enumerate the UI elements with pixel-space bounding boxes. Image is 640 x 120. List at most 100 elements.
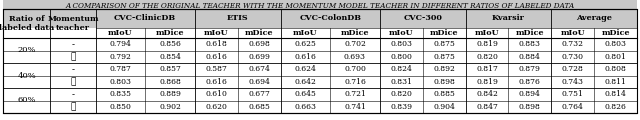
Text: 0.625: 0.625 xyxy=(294,40,316,48)
Text: mIoU: mIoU xyxy=(389,29,413,37)
Text: 0.764: 0.764 xyxy=(562,103,584,111)
Bar xyxy=(3,9,637,113)
Text: CVC-300: CVC-300 xyxy=(403,15,442,23)
Text: 0.824: 0.824 xyxy=(390,65,412,73)
Text: 0.883: 0.883 xyxy=(519,40,541,48)
Text: 0.677: 0.677 xyxy=(248,90,270,98)
Text: 0.803: 0.803 xyxy=(109,78,131,86)
Text: 0.699: 0.699 xyxy=(248,53,270,61)
Text: 0.674: 0.674 xyxy=(248,65,270,73)
Text: 0.587: 0.587 xyxy=(205,65,227,73)
Text: CVC-ColonDB: CVC-ColonDB xyxy=(299,15,361,23)
Text: ETIS: ETIS xyxy=(227,15,248,23)
Text: 0.685: 0.685 xyxy=(248,103,270,111)
Text: 0.743: 0.743 xyxy=(562,78,584,86)
Text: -: - xyxy=(72,90,74,99)
Text: 0.814: 0.814 xyxy=(605,90,627,98)
Text: 0.876: 0.876 xyxy=(519,78,541,86)
Text: mDice: mDice xyxy=(602,29,630,37)
Text: 0.826: 0.826 xyxy=(605,103,627,111)
Text: 0.732: 0.732 xyxy=(562,40,584,48)
Text: 0.819: 0.819 xyxy=(476,40,498,48)
Text: 0.698: 0.698 xyxy=(248,40,270,48)
Text: -: - xyxy=(72,40,74,49)
Text: 0.694: 0.694 xyxy=(248,78,270,86)
Text: 0.902: 0.902 xyxy=(159,103,181,111)
Text: 0.875: 0.875 xyxy=(433,40,455,48)
Text: 0.741: 0.741 xyxy=(344,103,366,111)
Text: mIoU: mIoU xyxy=(561,29,585,37)
Text: 0.811: 0.811 xyxy=(605,78,627,86)
Text: 0.721: 0.721 xyxy=(344,90,366,98)
Text: 0.663: 0.663 xyxy=(294,103,316,111)
Text: 0.879: 0.879 xyxy=(519,65,541,73)
Text: 0.803: 0.803 xyxy=(605,40,627,48)
Text: 0.620: 0.620 xyxy=(205,103,227,111)
Text: 0.898: 0.898 xyxy=(519,103,541,111)
Text: 0.875: 0.875 xyxy=(433,53,455,61)
Text: 0.854: 0.854 xyxy=(159,53,181,61)
Text: Average: Average xyxy=(576,15,612,23)
Text: -: - xyxy=(72,65,74,74)
Text: 0.850: 0.850 xyxy=(109,103,131,111)
Text: ✓: ✓ xyxy=(70,102,76,111)
Text: 0.794: 0.794 xyxy=(109,40,131,48)
Text: 0.808: 0.808 xyxy=(605,65,627,73)
Text: CVC-ClinicDB: CVC-ClinicDB xyxy=(114,15,176,23)
Text: 0.730: 0.730 xyxy=(562,53,584,61)
Text: 0.885: 0.885 xyxy=(433,90,455,98)
Text: 0.787: 0.787 xyxy=(109,65,131,73)
Text: mIoU: mIoU xyxy=(293,29,317,37)
Text: 0.898: 0.898 xyxy=(433,78,455,86)
Bar xyxy=(3,0,637,28)
Text: 0.702: 0.702 xyxy=(344,40,366,48)
Text: 0.831: 0.831 xyxy=(390,78,412,86)
Text: 0.803: 0.803 xyxy=(390,40,412,48)
Text: 0.835: 0.835 xyxy=(109,90,131,98)
Text: 0.716: 0.716 xyxy=(344,78,366,86)
Text: 0.847: 0.847 xyxy=(476,103,498,111)
Text: 0.800: 0.800 xyxy=(390,53,412,61)
Text: mDice: mDice xyxy=(340,29,369,37)
Text: 0.624: 0.624 xyxy=(294,65,316,73)
Text: 0.751: 0.751 xyxy=(562,90,584,98)
Text: ✓: ✓ xyxy=(70,77,76,86)
Text: Momentum
teacher: Momentum teacher xyxy=(47,15,99,32)
Text: Kvarsir: Kvarsir xyxy=(492,15,525,23)
Text: 40%: 40% xyxy=(17,72,36,79)
Text: 0.642: 0.642 xyxy=(294,78,316,86)
Text: 0.616: 0.616 xyxy=(294,53,316,61)
Text: 0.820: 0.820 xyxy=(390,90,412,98)
Text: mIoU: mIoU xyxy=(475,29,499,37)
Text: 0.868: 0.868 xyxy=(159,78,181,86)
Text: 0.894: 0.894 xyxy=(519,90,541,98)
Text: 0.842: 0.842 xyxy=(476,90,498,98)
Text: 0.801: 0.801 xyxy=(605,53,627,61)
Text: mDice: mDice xyxy=(516,29,544,37)
Text: mDice: mDice xyxy=(245,29,273,37)
Text: mDice: mDice xyxy=(156,29,184,37)
Text: 0.645: 0.645 xyxy=(294,90,316,98)
Text: 0.618: 0.618 xyxy=(205,40,227,48)
Text: A COMPARISON OF THE ORIGINAL TEACHER WITH THE MOMENTUM MODEL TEACHER IN DIFFEREN: A COMPARISON OF THE ORIGINAL TEACHER WIT… xyxy=(65,2,575,10)
Text: 0.616: 0.616 xyxy=(205,78,227,86)
Text: mDice: mDice xyxy=(430,29,458,37)
Text: 0.817: 0.817 xyxy=(476,65,498,73)
Text: 0.889: 0.889 xyxy=(159,90,181,98)
Text: Ratio of
labeled data: Ratio of labeled data xyxy=(0,15,54,32)
Text: 20%: 20% xyxy=(17,46,36,54)
Text: mIoU: mIoU xyxy=(204,29,228,37)
Text: mIoU: mIoU xyxy=(108,29,132,37)
Text: 0.700: 0.700 xyxy=(344,65,366,73)
Text: 60%: 60% xyxy=(17,96,36,105)
Text: 0.884: 0.884 xyxy=(519,53,541,61)
Text: 0.820: 0.820 xyxy=(476,53,498,61)
Text: 0.610: 0.610 xyxy=(205,90,227,98)
Text: 0.904: 0.904 xyxy=(433,103,455,111)
Text: 0.693: 0.693 xyxy=(344,53,366,61)
Text: 0.819: 0.819 xyxy=(476,78,498,86)
Text: 0.892: 0.892 xyxy=(433,65,455,73)
Text: 0.792: 0.792 xyxy=(109,53,131,61)
Text: 0.856: 0.856 xyxy=(159,40,181,48)
Bar xyxy=(3,38,637,113)
